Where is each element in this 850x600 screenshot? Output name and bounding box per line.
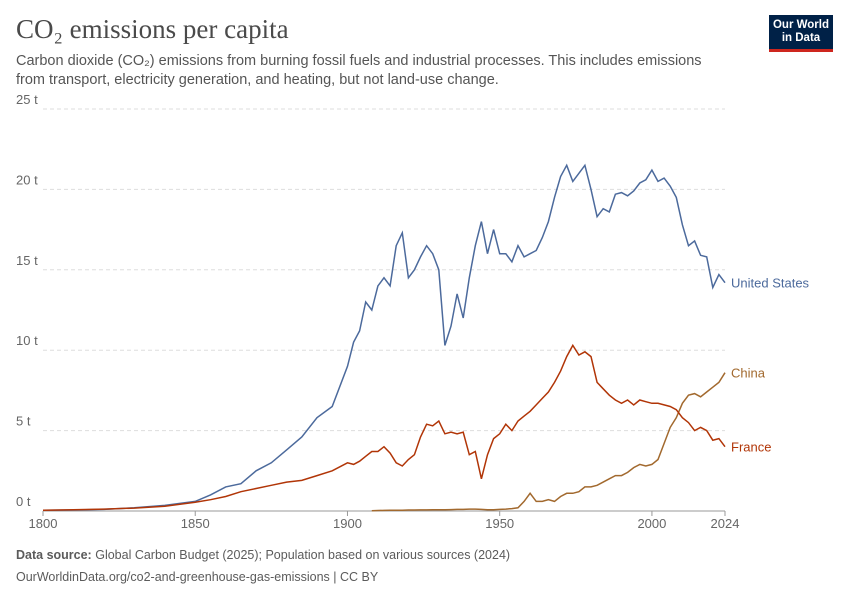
y-tick-label: 10 t	[16, 333, 38, 348]
series-label: France	[731, 440, 771, 455]
source-line: Data source: Global Carbon Budget (2025)…	[16, 548, 510, 562]
series-line	[42, 163, 726, 511]
y-tick-label: 25 t	[16, 92, 38, 107]
source-label: Data source:	[16, 548, 92, 562]
x-tick-label: 1800	[29, 516, 58, 531]
chart-title: CO₂ emissions per capita	[16, 14, 289, 44]
x-tick-label: 2000	[637, 516, 666, 531]
y-tick-label: 5 t	[16, 414, 31, 429]
logo-line: in Data	[781, 32, 821, 44]
series-label: United States	[731, 276, 810, 291]
y-tick-label: 0 t	[16, 494, 31, 509]
y-tick-label: 15 t	[16, 253, 38, 268]
logo-line: Our World	[772, 19, 829, 31]
logo[interactable]: Our World in Data	[769, 15, 833, 52]
x-tick-label: 1950	[485, 516, 514, 531]
y-tick-label: 20 t	[16, 172, 38, 187]
source-url[interactable]: OurWorldinData.org/co2-and-greenhouse-ga…	[16, 570, 379, 584]
series-line	[42, 343, 726, 511]
source: Global Carbon Budget (2025); Population …	[95, 548, 511, 562]
chart-subtitle: Carbon dioxide (CO₂) emissions from burn…	[16, 53, 702, 88]
x-tick-label: 1850	[181, 516, 210, 531]
x-tick-label: 1900	[333, 516, 362, 531]
series-label: China	[731, 366, 766, 381]
series-line	[371, 372, 726, 512]
x-tick-label: 2024	[711, 516, 740, 531]
